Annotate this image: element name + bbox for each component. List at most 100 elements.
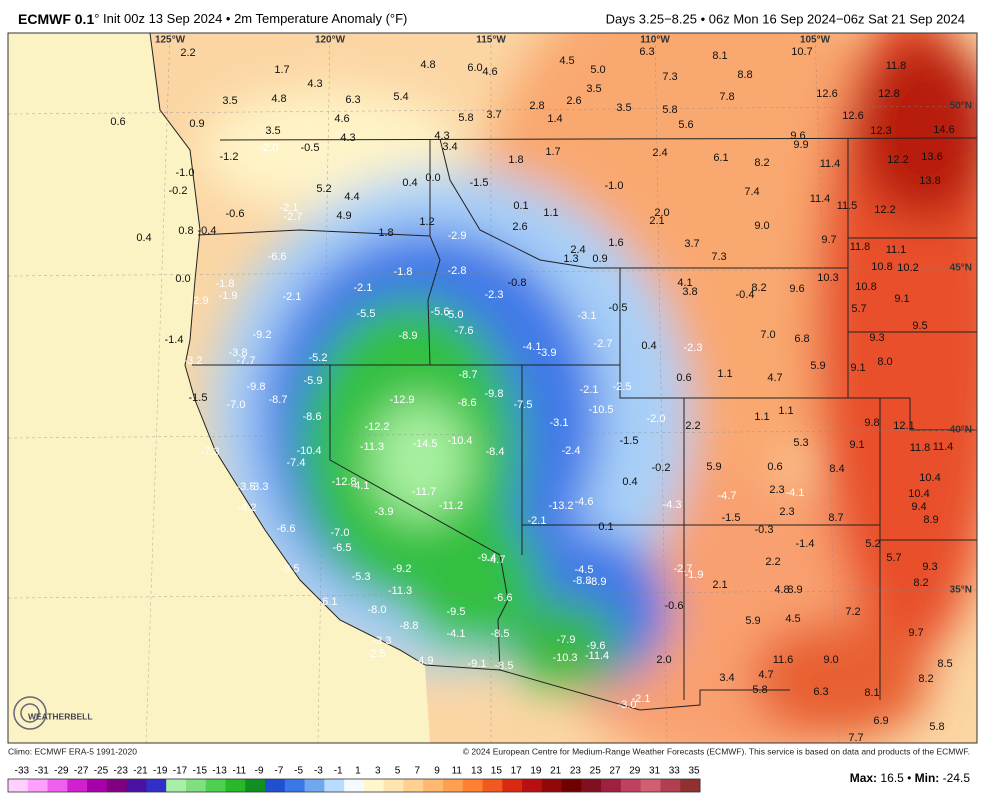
colorbar-label: 19 <box>530 766 542 777</box>
meridian <box>814 33 840 743</box>
anomaly-label: 0.9 <box>189 118 204 130</box>
colorbar-swatch <box>47 779 68 792</box>
colorbar-swatch <box>205 779 226 792</box>
meridian <box>145 33 171 743</box>
anomaly-label: -7.6 <box>455 325 474 337</box>
colorbar-swatch <box>561 779 582 792</box>
anomaly-label: -8.7 <box>459 369 478 381</box>
anomaly-label: 5.8 <box>929 721 944 733</box>
anomaly-label: 12.6 <box>842 110 863 122</box>
anomaly-label: 11.4 <box>810 193 831 205</box>
anomaly-label: 9.0 <box>754 220 769 232</box>
anomaly-label: -11.2 <box>439 500 463 512</box>
anomaly-label: 1.1 <box>754 411 769 423</box>
anomaly-label: -8.0 <box>368 604 387 616</box>
co-ne <box>684 397 977 431</box>
colorbar-label: -19 <box>153 766 168 777</box>
colorbar-label: 27 <box>609 766 621 777</box>
colorbar-label: 29 <box>629 766 641 777</box>
ocean <box>8 33 430 743</box>
anomaly-label: -7.3 <box>201 446 220 458</box>
anomaly-label: -3.0 <box>618 699 637 711</box>
anomaly-label: -8.6 <box>458 397 477 409</box>
anomaly-label: -3.3 <box>373 635 392 647</box>
anomaly-label: 5.8 <box>458 112 473 124</box>
anomaly-label: -0.2 <box>652 462 671 474</box>
longitude-label: 125°W <box>155 35 186 46</box>
anomaly-label: -3.9 <box>538 347 557 359</box>
anomaly-label: 12.2 <box>887 154 908 166</box>
anomaly-label: -4.3 <box>663 499 682 511</box>
anomaly-label: -4.1 <box>447 628 466 640</box>
anomaly-label: 5.9 <box>745 615 760 627</box>
anomaly-label: 0.9 <box>592 253 607 265</box>
colorbar-label: -7 <box>274 766 283 777</box>
colorbar-label: -15 <box>193 766 208 777</box>
colorbar-label: -17 <box>173 766 188 777</box>
anomaly-label: 5.4 <box>393 91 408 103</box>
colorbar-label: 7 <box>414 766 420 777</box>
colorbar-label: -11 <box>232 766 246 777</box>
colorbar-label: 5 <box>395 766 401 777</box>
max-value: 16.5 <box>880 771 904 785</box>
anomaly-label: 6.3 <box>345 94 360 106</box>
anomaly-label: 10.7 <box>791 46 812 58</box>
anomaly-label: -7.5 <box>514 399 533 411</box>
period: Days 3.25−8.25 • 06z Mon 16 Sep 2024−06z… <box>606 11 965 26</box>
anomaly-label: -5.0 <box>445 309 464 321</box>
anomaly-label: -1.4 <box>165 334 184 346</box>
colorbar-swatch <box>383 779 404 792</box>
anomaly-label: -0.6 <box>665 600 684 612</box>
coastline <box>149 33 426 666</box>
anomaly-label: -2.9 <box>190 295 209 307</box>
anomaly-label: 8.5 <box>937 658 952 670</box>
anomaly-label: -2.7 <box>594 338 613 350</box>
anomaly-label: 4.5 <box>559 55 574 67</box>
anomaly-label: 2.3 <box>779 506 794 518</box>
anomaly-label: 7.3 <box>662 71 677 83</box>
longitude-label: 120°W <box>315 35 346 46</box>
anomaly-label: -2.5 <box>613 381 632 393</box>
anomaly-label: 4.8 <box>774 584 789 596</box>
anomaly-label: 6.3 <box>813 686 828 698</box>
colorbar-swatch <box>462 779 484 792</box>
anomaly-label: 12.6 <box>816 88 837 100</box>
anomaly-label: 4.9 <box>336 210 351 222</box>
anomaly-label: -2.3 <box>684 342 703 354</box>
anomaly-label: 8.9 <box>923 514 938 526</box>
anomaly-label: 9.4 <box>911 501 926 513</box>
anomaly-label: -2.1 <box>283 291 302 303</box>
anomaly-label: 7.4 <box>744 186 759 198</box>
model: ECMWF 0.1 <box>18 11 94 27</box>
anomaly-label: 8.7 <box>828 512 843 524</box>
anomaly-label: -1.5 <box>722 512 741 524</box>
anomaly-label: 0.6 <box>110 116 125 128</box>
copyright: © 2024 European Centre for Medium-Range … <box>463 746 970 756</box>
anomaly-label: -2.7 <box>674 563 693 575</box>
anomaly-label: 2.2 <box>180 47 195 59</box>
anomaly-label: 9.6 <box>789 283 804 295</box>
anomaly-label: 3.7 <box>684 238 699 250</box>
colorbar-swatch <box>27 779 49 792</box>
colorbar-swatch <box>8 779 29 792</box>
colorbar-label: -31 <box>34 766 49 777</box>
anomaly-label: 9.7 <box>908 627 923 639</box>
anomaly-label: -8.9 <box>588 576 607 588</box>
colorbar-swatch <box>660 779 681 792</box>
anomaly-label: -6.6 <box>277 523 296 535</box>
anomaly-label: -2.1 <box>280 202 299 214</box>
anomaly-label: 2.0 <box>656 654 671 666</box>
anomaly-label: -2.1 <box>528 515 547 527</box>
anomaly-label: 6.1 <box>713 152 728 164</box>
anomaly-label: 3.5 <box>265 125 280 137</box>
anomaly-label: 8.1 <box>864 687 879 699</box>
colorbar-label: -27 <box>74 766 89 777</box>
colorbar-swatch <box>344 779 365 792</box>
colorbar-swatch <box>146 779 167 792</box>
anomaly-label: 1.2 <box>419 216 434 228</box>
anomaly-label: 7.2 <box>845 606 860 618</box>
colorbar-label: 35 <box>689 766 701 777</box>
anomaly-label: 0.4 <box>136 232 151 244</box>
anomaly-label: 1.7 <box>545 146 560 158</box>
anomaly-label: -7.0 <box>331 527 350 539</box>
